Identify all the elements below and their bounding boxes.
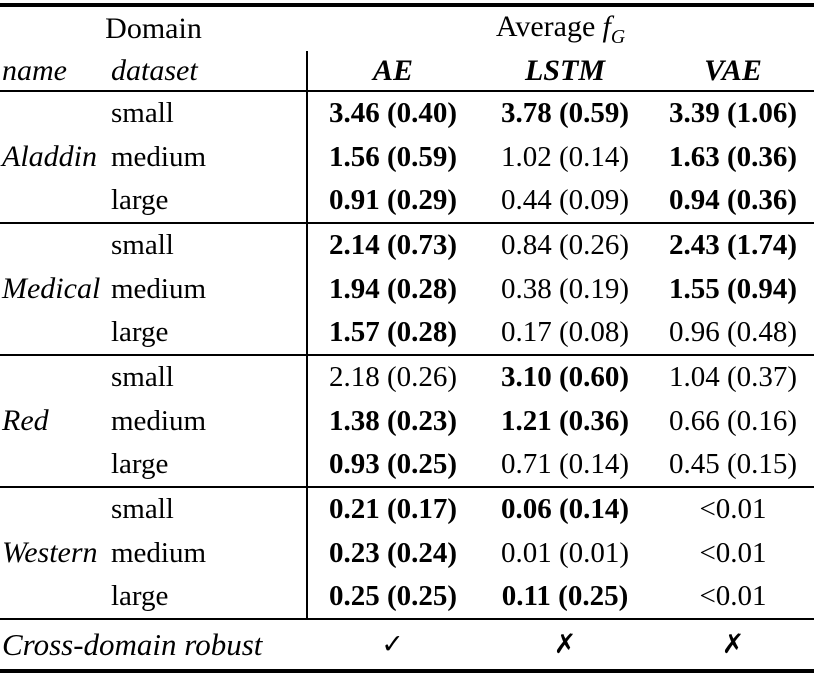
cross-mark-vae: ✗ (652, 618, 814, 671)
value-cell-ae: 0.21 (0.17) (306, 486, 478, 531)
table-row: Red small 2.18 (0.26) 3.10 (0.60) 1.04 (… (0, 354, 814, 487)
check-mark-ae: ✓ (307, 618, 478, 671)
header-domain-group: Domain (105, 12, 202, 45)
value-cell-vae: 2.43 (1.74) (652, 222, 814, 267)
value-cell-ae: 3.46 (0.40) (306, 90, 478, 135)
table-row: Western small 0.21 (0.17) 0.06 (0.14) <0… (0, 486, 814, 619)
domain-cell-medical: Medical (0, 222, 105, 355)
table-row: Medical small 2.14 (0.73) 0.84 (0.26) 2.… (0, 222, 814, 355)
value-cell-lstm: 0.01 (0.01) (500, 536, 630, 569)
value-cell-ae: 0.25 (0.25) (306, 575, 478, 619)
table-row: medium 1.56 (0.59) 1.02 (0.14) 1.63 (0.3… (0, 135, 814, 179)
value-cell-vae: 1.04 (0.37) (652, 354, 814, 399)
dataset-size-cell: medium (111, 272, 207, 305)
value-cell-lstm: 0.71 (0.14) (500, 448, 630, 480)
domain-cell-aladdin: Aladdin (0, 90, 105, 223)
value-cell-lstm: 3.10 (0.60) (478, 354, 652, 399)
dataset-size-cell: large (111, 580, 169, 612)
footer-label: Cross-domain robust (0, 618, 307, 671)
dataset-size-cell: large (111, 184, 169, 216)
value-cell-vae: 0.66 (0.16) (668, 404, 798, 437)
value-cell-lstm: 0.38 (0.19) (500, 272, 630, 305)
header-col-dataset: dataset (111, 53, 198, 87)
value-cell-vae: <0.01 (699, 536, 767, 569)
value-cell-vae: 0.94 (0.36) (668, 184, 798, 216)
metric-prefix-label: Average (495, 9, 596, 43)
results-table: Domain Average fG name dataset AE LSTM VA… (0, 3, 814, 673)
table-row: large 1.57 (0.28) 0.17 (0.08) 0.96 (0.48… (0, 311, 814, 355)
header-col-ae: AE (306, 51, 478, 91)
dataset-size-cell: large (111, 316, 169, 348)
value-cell-vae: 0.96 (0.48) (668, 316, 798, 348)
value-cell-ae: 2.18 (0.26) (306, 354, 478, 399)
table-row: Aladdin small 3.46 (0.40) 3.78 (0.59) 3.… (0, 90, 814, 223)
domain-cell-red: Red (0, 354, 105, 487)
value-cell-ae: 1.38 (0.23) (306, 399, 478, 443)
metric-symbol: f (602, 9, 611, 43)
dataset-size-cell: large (111, 448, 169, 480)
value-cell-vae: 3.39 (1.06) (652, 90, 814, 135)
header-metric-group: Average fG (307, 5, 814, 51)
dataset-size-cell: small (105, 486, 307, 531)
table-row: large 0.91 (0.29) 0.44 (0.09) 0.94 (0.36… (0, 179, 814, 223)
value-cell-ae: 1.57 (0.28) (306, 311, 478, 355)
header-col-name: name (2, 53, 67, 87)
table-row: medium 0.23 (0.24) 0.01 (0.01) <0.01 (0, 531, 814, 575)
cross-mark-lstm: ✗ (478, 618, 652, 671)
table-row: medium 1.38 (0.23) 1.21 (0.36) 0.66 (0.1… (0, 399, 814, 443)
value-cell-lstm: 0.17 (0.08) (500, 316, 630, 348)
table-row: large 0.93 (0.25) 0.71 (0.14) 0.45 (0.15… (0, 443, 814, 487)
value-cell-lstm: 0.06 (0.14) (478, 486, 652, 531)
value-cell-ae: 1.94 (0.28) (306, 267, 478, 311)
footer-row: Cross-domain robust ✓ ✗ ✗ (0, 618, 814, 671)
dataset-size-cell: small (105, 354, 307, 399)
header-columns-row: name dataset AE LSTM VAE (0, 51, 814, 91)
domain-cell-western: Western (0, 486, 105, 619)
dataset-size-cell: medium (111, 404, 207, 437)
value-cell-vae: <0.01 (699, 580, 767, 612)
dataset-size-cell: small (105, 222, 307, 267)
header-col-lstm: LSTM (524, 53, 605, 87)
header-col-vae: VAE (704, 53, 762, 87)
value-cell-vae: <0.01 (652, 486, 814, 531)
table-row: large 0.25 (0.25) 0.11 (0.25) <0.01 (0, 575, 814, 619)
value-cell-ae: 1.56 (0.59) (306, 135, 478, 179)
value-cell-lstm: 1.02 (0.14) (500, 140, 630, 173)
value-cell-lstm: 0.84 (0.26) (478, 222, 652, 267)
dataset-size-cell: medium (111, 536, 207, 569)
value-cell-ae: 2.14 (0.73) (306, 222, 478, 267)
table-row: medium 1.94 (0.28) 0.38 (0.19) 1.55 (0.9… (0, 267, 814, 311)
value-cell-lstm: 0.44 (0.09) (500, 184, 630, 216)
metric-subscript: G (610, 25, 626, 48)
value-cell-vae: 1.55 (0.94) (668, 272, 798, 305)
value-cell-lstm: 3.78 (0.59) (478, 90, 652, 135)
dataset-size-cell: small (105, 90, 307, 135)
header-group-row: Domain Average fG (0, 5, 814, 51)
value-cell-vae: 1.63 (0.36) (668, 140, 798, 173)
value-cell-ae: 0.91 (0.29) (306, 179, 478, 223)
value-cell-ae: 0.23 (0.24) (306, 531, 478, 575)
value-cell-lstm: 0.11 (0.25) (501, 580, 629, 612)
value-cell-lstm: 1.21 (0.36) (500, 404, 630, 437)
dataset-size-cell: medium (111, 140, 207, 173)
value-cell-ae: 0.93 (0.25) (306, 443, 478, 487)
value-cell-vae: 0.45 (0.15) (668, 448, 798, 480)
